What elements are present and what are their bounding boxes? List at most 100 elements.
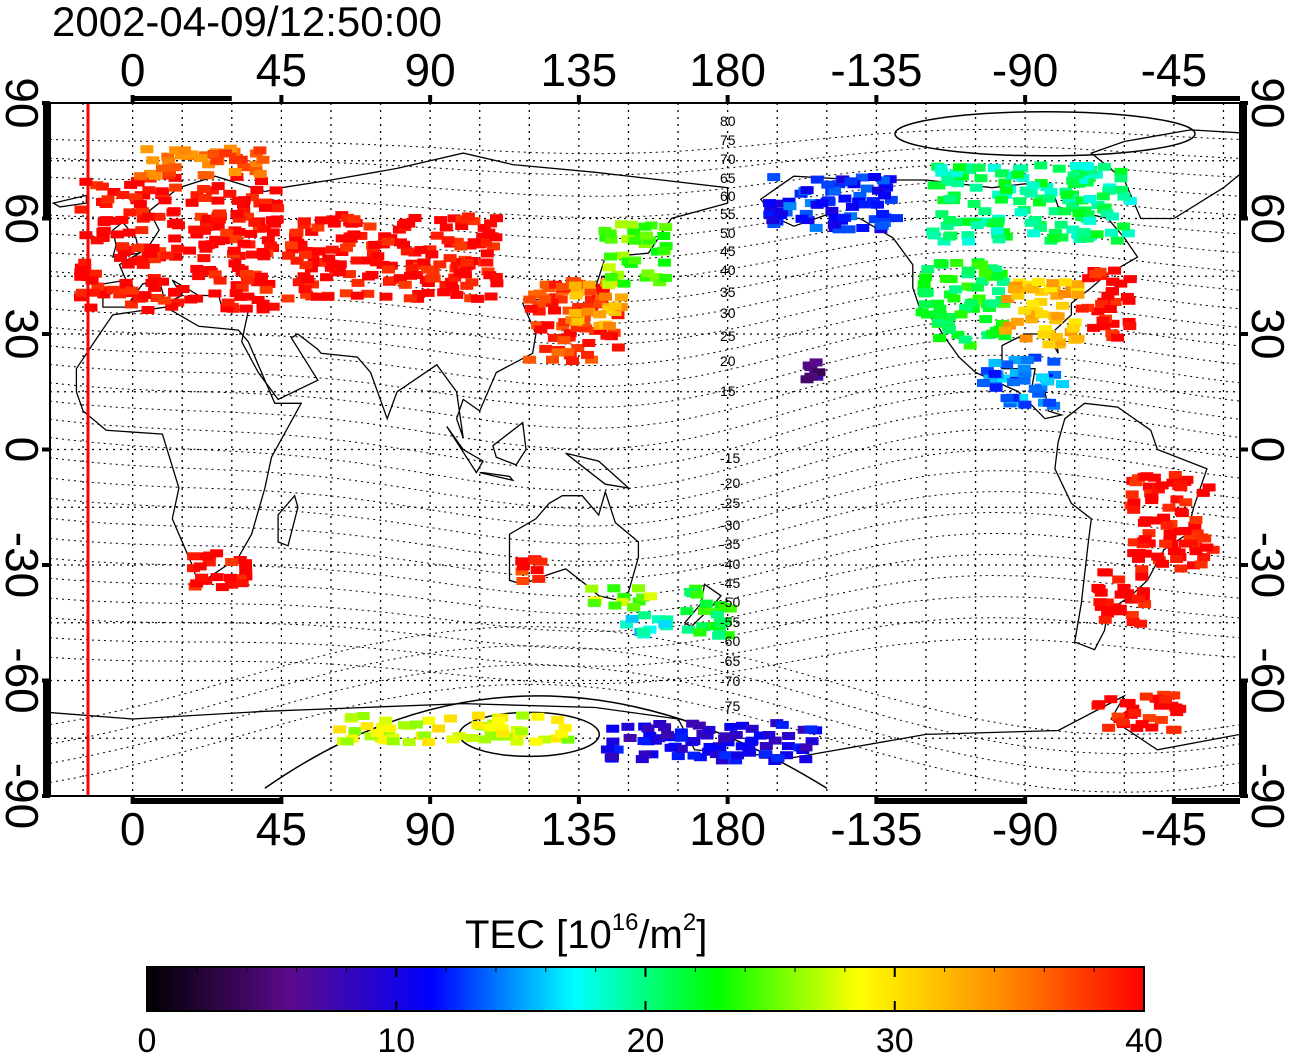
tec-pixel [75,288,89,297]
tec-pixel [604,252,617,261]
tec-pixel [988,369,1002,378]
frame-tick [1240,447,1248,452]
tec-pixel [1060,191,1074,199]
tec-pixel [1010,317,1024,326]
tec-pixel [715,756,729,765]
tec-pixel [446,735,460,744]
tec-pixel [1188,521,1202,530]
frame-tick [428,95,433,103]
tec-pixel [409,720,423,729]
tec-pixel [1106,277,1120,286]
magnetic-latitude-contours [50,111,1240,793]
latitude-tick-label: 90 [1242,77,1292,128]
colorbar-tick-label: 20 [627,1022,665,1057]
tec-pixel [844,177,858,186]
tec-pixel [251,278,265,287]
tec-pixel [563,329,577,338]
tec-pixel [800,186,814,195]
tec-pixel [516,562,530,571]
tec-pixel [992,190,1006,199]
tec-pixel [1114,279,1128,288]
latitude-tick-label: -90 [0,763,48,829]
tec-pixel [1075,304,1089,313]
tec-pixel [386,737,400,746]
tec-pixel [434,216,448,225]
tec-pixel [983,374,997,383]
tec-pixel [312,247,326,256]
tec-pixel [307,258,321,267]
tec-pixel [1077,228,1091,237]
tec-pixel [194,212,208,221]
longitude-tick-label: 45 [256,44,307,96]
tec-pixel [215,583,229,592]
tec-pixel [832,225,846,234]
tec-pixel [1111,333,1125,342]
longitude-tick-label: -90 [992,44,1058,96]
tec-pixel [187,564,200,573]
tec-pixel [410,271,424,279]
tec-pixel [400,247,414,256]
tec-pixel [1106,319,1120,328]
tec-pixel [958,335,972,344]
tec-pixel [78,258,92,267]
tec-pixel [1170,495,1184,504]
tec-pixel [1142,529,1156,538]
tec-pixel [441,236,455,245]
tec-pixel [530,566,544,575]
tec-pixel [467,217,481,226]
tec-pixel [602,263,616,272]
tec-pixel [1094,588,1108,597]
tec-pixel [1167,691,1181,700]
tec-pixel [465,734,479,742]
tec-pixel [378,736,392,745]
tec-pixel [1026,285,1040,294]
tec-pixel [101,195,115,204]
magnetic-latitude-labels: 80 75 70 65 60 55 50 45 40 35 30 25 20 15 -15 -20 -25 -30… [720,113,740,714]
tec-pixel [1206,545,1220,554]
tec-pixel [478,735,492,744]
tec-pixel [1106,212,1119,221]
tec-pixel [1097,568,1111,577]
tec-pixel [674,728,688,737]
tec-pixel [1039,325,1052,334]
tec-pixel [528,290,542,299]
frame-tick-bars [42,95,1248,804]
left-latitude-ticks: 90 60 30 0 -30 -60 -90 [0,77,48,829]
tec-pixel [422,738,436,746]
tec-pixel [168,163,182,172]
tec-pixel [949,285,963,294]
tec-pixel [1130,723,1144,732]
tec-pixel [780,751,794,760]
tec-pixel [185,198,199,207]
tec-pixel [155,164,169,173]
colorbar-label: TEC [1016/m2] [465,909,707,957]
tec-pixel [934,311,947,320]
tec-pixel [1142,714,1156,723]
tec-pixel [219,149,233,158]
tec-pixel [990,227,1004,236]
tec-pixel [301,275,315,284]
tec-pixel [621,257,635,266]
tec-pixel [327,219,341,228]
tec-pixel [523,355,537,364]
tec-pixel [1082,274,1096,283]
tec-pixel [1101,609,1115,618]
tec-pixel [351,278,365,287]
tec-pixel [696,622,710,631]
tec-pixel [1190,529,1204,538]
tec-pixel [1159,695,1173,704]
tec-pixel [548,306,561,315]
tec-pixel [1122,317,1136,326]
tec-pixel [712,631,726,640]
tec-pixel [152,212,166,221]
magnetic-latitude-label: 70 [720,151,736,167]
magnetic-contour [50,215,1240,261]
tec-pixel [1025,315,1039,324]
tec-pixel [141,306,155,314]
tec-pixel [110,230,124,239]
tec-pixel [918,300,932,309]
tec-pixel [300,290,314,299]
tec-pixel [348,727,362,736]
tec-pixel [1007,378,1020,387]
tec-pixel [671,752,685,761]
